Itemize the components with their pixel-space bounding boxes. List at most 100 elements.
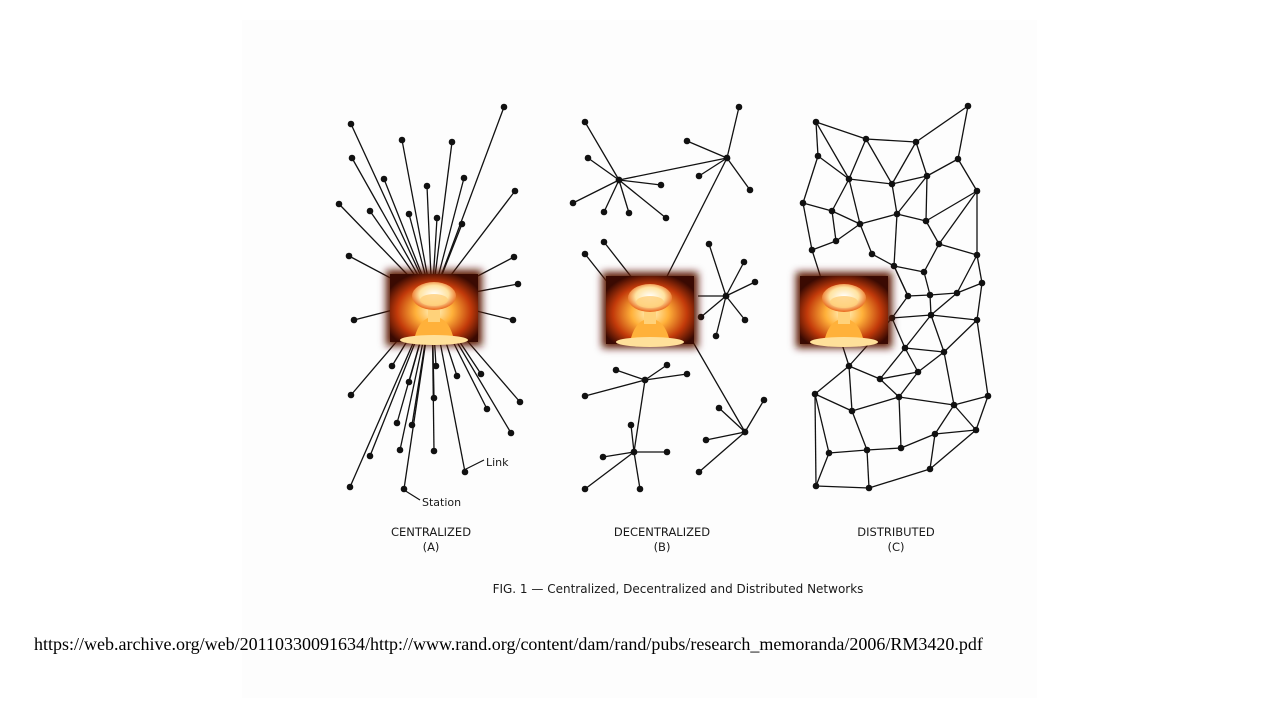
network-link — [898, 396, 955, 406]
network-station — [335, 200, 343, 208]
network-station — [347, 391, 355, 399]
network-station — [862, 135, 870, 143]
network-link — [815, 121, 819, 157]
network-station — [735, 103, 743, 111]
network-station — [458, 220, 466, 228]
network-link — [630, 424, 635, 453]
network-station — [509, 316, 517, 324]
network-link — [726, 157, 751, 191]
network-station — [722, 292, 730, 300]
network-station — [741, 428, 749, 436]
network-link — [815, 452, 830, 487]
network-station — [746, 186, 754, 194]
network-station — [845, 175, 853, 183]
network-link — [726, 106, 740, 159]
network-link — [893, 265, 925, 273]
network-link — [900, 433, 936, 449]
network-link — [891, 314, 932, 319]
network-station — [705, 240, 713, 248]
decentralized-network — [569, 103, 768, 493]
network-station — [972, 426, 980, 434]
network-station — [893, 210, 901, 218]
network-station — [663, 448, 671, 456]
network-link — [923, 243, 940, 273]
network-link — [584, 379, 646, 397]
network-station — [926, 465, 934, 473]
network-station — [396, 446, 404, 454]
network-station — [663, 361, 671, 369]
network-station — [398, 136, 406, 144]
network-link — [725, 261, 745, 297]
network-station — [825, 449, 833, 457]
network-station — [890, 262, 898, 270]
network-station — [973, 251, 981, 259]
network-link — [817, 155, 850, 180]
network-station — [715, 404, 723, 412]
network-link — [956, 282, 983, 294]
network-link — [851, 396, 900, 412]
network-station — [461, 468, 469, 476]
network-link — [915, 105, 969, 143]
network-station — [832, 237, 840, 245]
network-link — [934, 429, 977, 435]
network-station — [895, 393, 903, 401]
network-link — [956, 254, 978, 294]
network-station — [808, 246, 816, 254]
network-station — [760, 396, 768, 404]
network-station — [856, 220, 864, 228]
network-link — [976, 282, 983, 321]
network-station — [460, 174, 468, 182]
network-link — [879, 371, 919, 380]
network-link — [633, 451, 641, 490]
nuclear-explosion-icon — [386, 270, 482, 346]
network-link — [896, 175, 928, 215]
network-station — [926, 291, 934, 299]
network-link — [929, 429, 977, 470]
network-link — [815, 485, 870, 489]
network-link — [866, 447, 902, 451]
network-station — [448, 138, 456, 146]
network-station — [984, 392, 992, 400]
network-link — [828, 449, 868, 454]
network-link — [831, 210, 837, 242]
network-station — [828, 207, 836, 215]
network-station — [569, 199, 577, 207]
network-link — [953, 395, 989, 406]
network-link — [584, 121, 620, 181]
distributed-network — [799, 102, 992, 492]
centralized-letter: (A) — [423, 540, 440, 554]
network-station — [600, 208, 608, 216]
network-link — [957, 105, 969, 160]
network-link — [644, 373, 688, 381]
network-link — [934, 404, 955, 435]
network-station — [845, 362, 853, 370]
network-link — [898, 396, 902, 449]
network-link — [929, 294, 932, 316]
network-station — [600, 238, 608, 246]
network-link — [891, 141, 917, 185]
network-station — [863, 446, 871, 454]
network-link — [943, 351, 955, 406]
network-link — [831, 210, 861, 225]
network-link — [893, 213, 898, 267]
network-station — [657, 181, 665, 189]
network-link — [893, 265, 909, 297]
decentralized-letter: (B) — [654, 540, 671, 554]
network-station — [511, 187, 519, 195]
network-station — [912, 138, 920, 146]
network-station — [888, 180, 896, 188]
network-link — [835, 223, 861, 242]
figure-caption: FIG. 1 — Centralized, Decentralized and … — [493, 582, 864, 596]
network-link — [811, 240, 837, 251]
station-pointer — [403, 489, 421, 501]
network-link — [898, 371, 919, 398]
network-link — [848, 178, 861, 225]
network-link — [859, 223, 873, 255]
network-link — [618, 179, 662, 186]
network-station — [599, 453, 607, 461]
network-station — [636, 485, 644, 493]
network-station — [405, 378, 413, 386]
network-link — [891, 317, 906, 349]
network-link — [929, 292, 958, 296]
